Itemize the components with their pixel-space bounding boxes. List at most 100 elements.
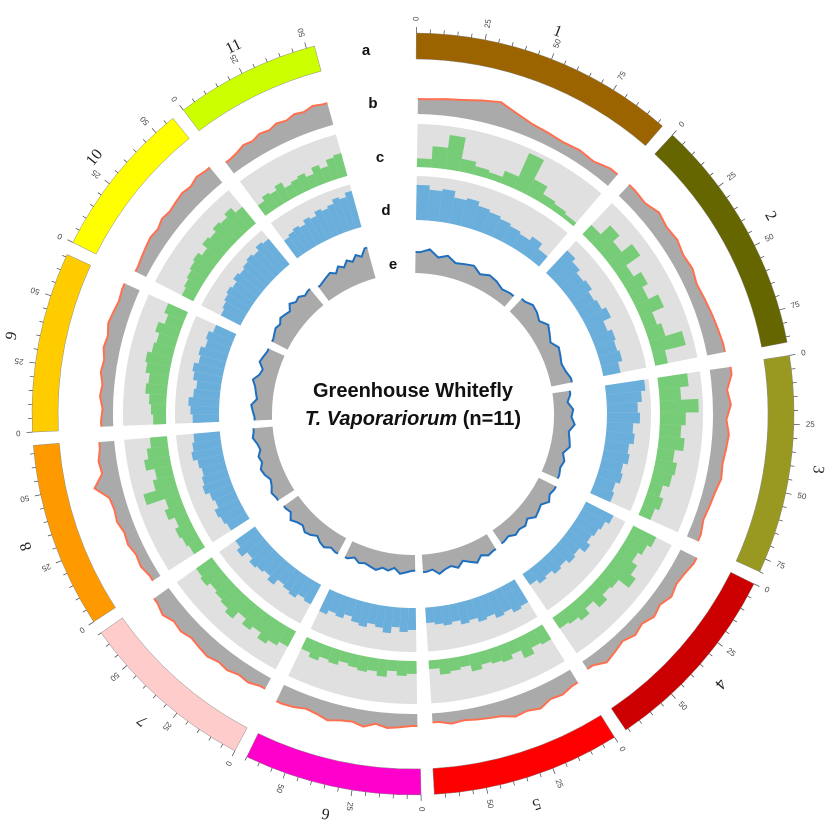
track-e-line-chr1	[415, 248, 515, 297]
tick-label: 0	[417, 807, 426, 812]
track-d-bar	[521, 236, 543, 260]
track-c-bar	[224, 207, 250, 235]
tick-mark	[513, 781, 515, 786]
track-d-bar	[367, 603, 379, 625]
tick-mark	[47, 534, 52, 537]
tick-mark	[525, 46, 527, 51]
track-e-area-chr11	[318, 247, 376, 301]
track-d-bar	[201, 461, 228, 477]
track-d-bar	[500, 583, 522, 613]
track-d-bar	[595, 340, 618, 357]
track-label-c: c	[376, 149, 384, 166]
track-c-bar	[252, 611, 272, 633]
track-b-area-chr7	[153, 588, 271, 689]
track-d-bar	[471, 205, 491, 233]
tick-mark	[700, 663, 704, 668]
track-c-bar	[150, 404, 167, 415]
track-e-line-chr8	[251, 428, 279, 502]
tick-mark	[484, 33, 487, 40]
tick-mark	[33, 480, 39, 483]
track-d-bar	[566, 280, 593, 304]
track-c-bar	[658, 387, 682, 401]
tick-label: 25	[228, 53, 240, 65]
track-d-bar	[604, 379, 646, 395]
ideogram-chr9	[31, 254, 91, 433]
track-d-bar	[572, 291, 595, 312]
tick-mark	[775, 295, 780, 298]
track-d-bar	[192, 362, 225, 377]
tick-mark	[782, 506, 787, 508]
tick-mark	[172, 712, 178, 719]
tick-mark	[639, 720, 643, 724]
track-c-bar	[279, 626, 297, 647]
track-d-bar	[205, 339, 231, 356]
track-d-bar	[335, 595, 351, 619]
tick-mark	[734, 206, 738, 210]
track-c-bar	[145, 362, 171, 377]
track-e-area-chr9	[251, 348, 285, 421]
track-d-bar	[214, 491, 239, 508]
tick-mark	[132, 675, 137, 679]
track-c-bar	[269, 190, 285, 208]
tick-mark	[700, 161, 705, 166]
ideogram-chr5	[432, 714, 615, 795]
track-c-bar	[153, 414, 167, 425]
track-d-bar	[425, 606, 435, 623]
track-b-line-chr8	[93, 442, 154, 582]
track-c-bar	[284, 184, 298, 200]
tick-mark	[511, 42, 514, 47]
track-d-bar	[598, 350, 623, 367]
track-c-bar	[600, 241, 622, 263]
track-b-area-chr4	[582, 549, 697, 670]
track-label-a: a	[362, 42, 371, 59]
track-b-line-chr11	[225, 102, 328, 164]
track-d-bar	[344, 597, 358, 617]
track-c-bar	[319, 644, 334, 660]
track-e-area-chr1	[415, 249, 514, 307]
tick-mark	[185, 721, 189, 725]
track-d-bar	[262, 238, 290, 269]
track-b-area-chr6	[276, 684, 418, 728]
tick-mark	[114, 654, 119, 658]
tick-mark	[658, 119, 662, 123]
tick-mark	[69, 585, 74, 588]
track-c-bar	[308, 640, 325, 661]
track-c-bar	[143, 484, 180, 506]
tick-mark	[39, 507, 44, 510]
tick-mark	[624, 93, 628, 98]
track-d-bar	[267, 559, 291, 585]
chromosome-label: 6	[320, 804, 331, 822]
track-c-bar	[144, 455, 172, 471]
track-c-bar	[458, 654, 471, 668]
track-c-bar	[582, 224, 601, 244]
tick-mark	[31, 467, 36, 469]
tick-mark	[636, 101, 640, 106]
chromosome-label: 8	[17, 540, 36, 553]
tick-mark	[191, 98, 195, 103]
species-name: T. Vaporariorum	[304, 408, 458, 430]
track-c-bar	[145, 383, 168, 396]
tick-mark	[239, 67, 243, 74]
tick-mark	[760, 255, 765, 259]
track-d-bar	[277, 564, 297, 585]
track-c-bar	[164, 314, 185, 330]
track-c-bar	[628, 525, 657, 548]
track-e-area-chr10	[271, 288, 324, 350]
track-c-bar	[515, 634, 535, 659]
track-d-bar	[224, 293, 251, 314]
tick-label: 50	[797, 491, 808, 502]
tick-mark	[45, 293, 51, 296]
track-c-bar	[164, 303, 188, 321]
tick-mark	[786, 335, 791, 338]
track-c-bar	[154, 465, 174, 480]
track-c-bar	[562, 213, 577, 227]
track-b-line-chr10	[134, 166, 211, 273]
track-c-bar	[622, 272, 648, 295]
tick-label: 50	[763, 232, 775, 244]
track-e-line-chr10	[271, 288, 311, 343]
tick-mark	[741, 218, 746, 222]
track-c-bar	[367, 657, 379, 672]
track-d-bar	[382, 606, 394, 634]
track-c-bar	[311, 164, 326, 186]
track-c-bar	[151, 342, 175, 358]
